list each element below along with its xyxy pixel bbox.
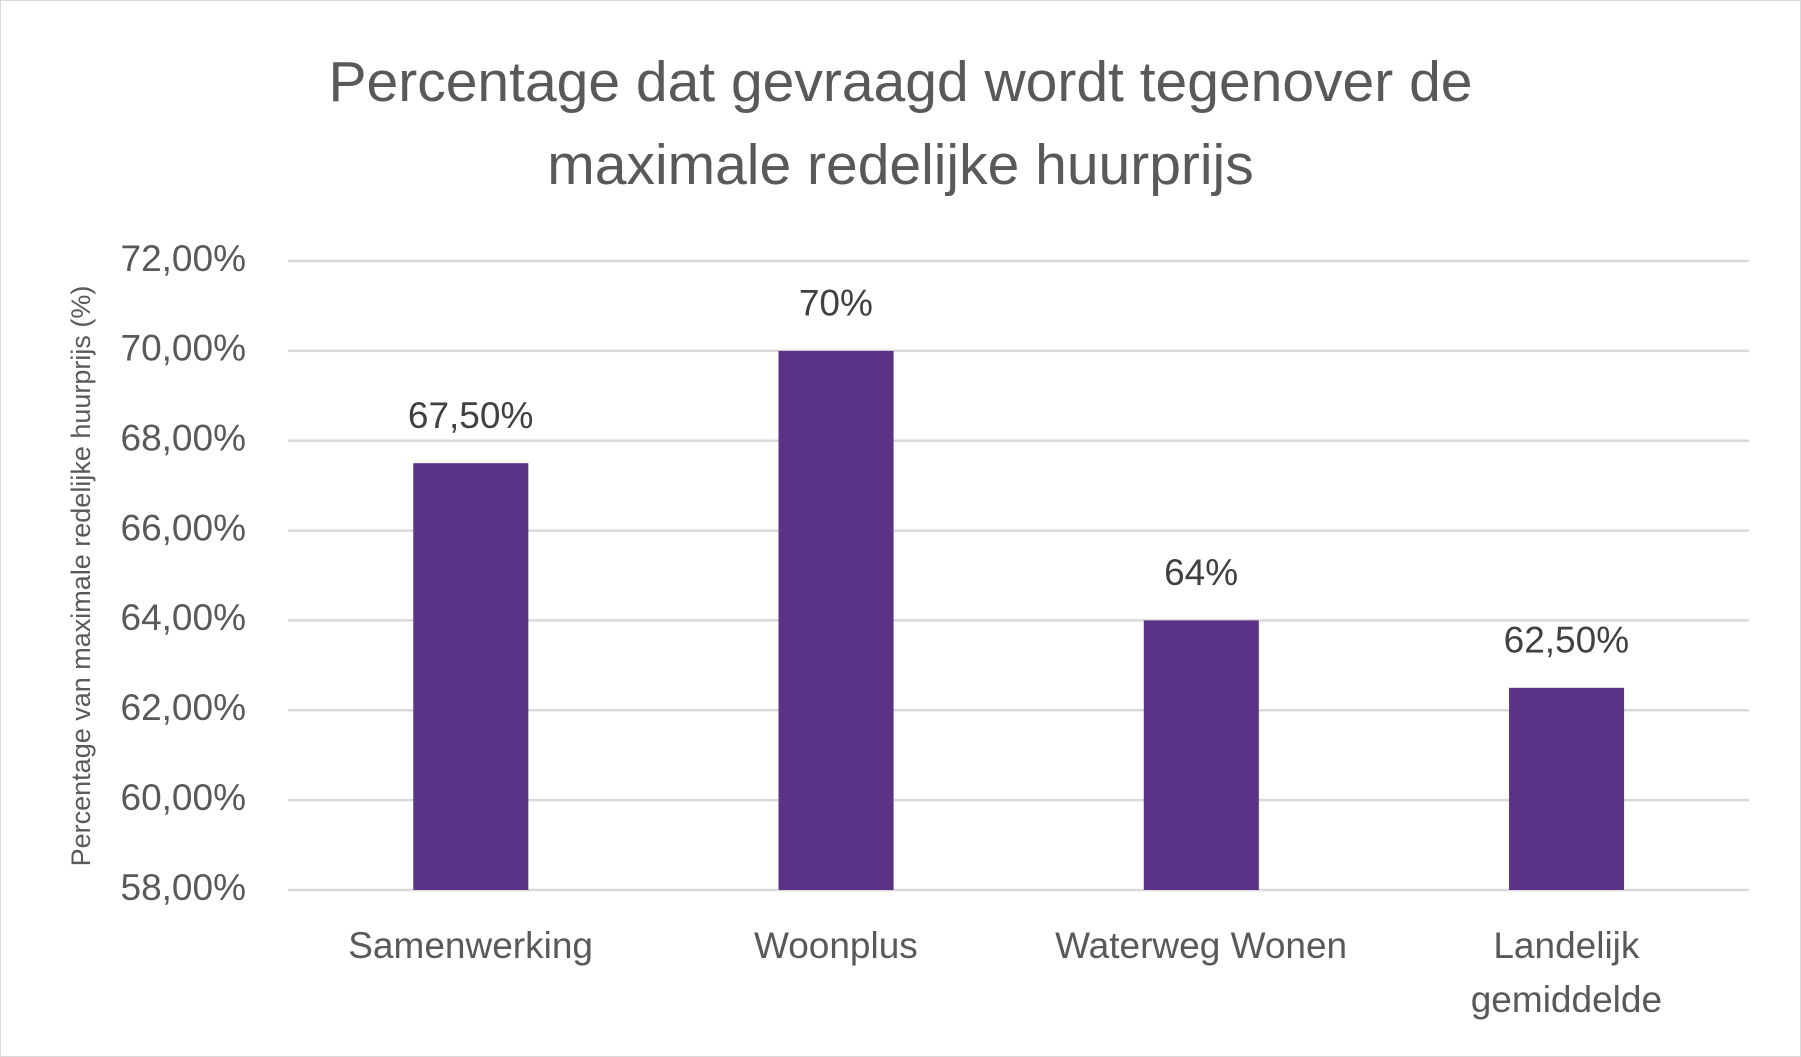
y-axis-title: Percentage van maximale redelijke huurpr… <box>66 286 96 867</box>
y-tick-label: 58,00% <box>121 867 247 908</box>
data-label: 67,50% <box>408 395 534 436</box>
x-tick-label: Samenwerking <box>348 925 593 966</box>
data-label: 64% <box>1164 552 1238 593</box>
x-tick-label: Landelijk gemiddelde <box>1470 925 1663 1020</box>
bar <box>778 350 894 890</box>
bar <box>413 463 529 890</box>
data-label: 70% <box>799 283 873 324</box>
x-tick-label: Woonplus <box>753 925 918 966</box>
y-tick-label: 60,00% <box>121 777 247 818</box>
y-tick-label: 64,00% <box>121 597 247 638</box>
y-tick-label: 70,00% <box>121 328 247 369</box>
x-tick-label: Waterweg Wonen <box>1055 925 1348 966</box>
chart-title: Percentage dat gevraagd wordt tegenover … <box>328 50 1473 197</box>
y-tick-label: 72,00% <box>121 238 247 279</box>
y-tick-label: 62,00% <box>121 687 247 728</box>
y-tick-label: 66,00% <box>121 507 247 548</box>
data-label: 62,50% <box>1504 620 1630 661</box>
bar <box>1509 687 1625 890</box>
y-tick-label: 68,00% <box>121 417 247 458</box>
bar <box>1143 620 1259 890</box>
